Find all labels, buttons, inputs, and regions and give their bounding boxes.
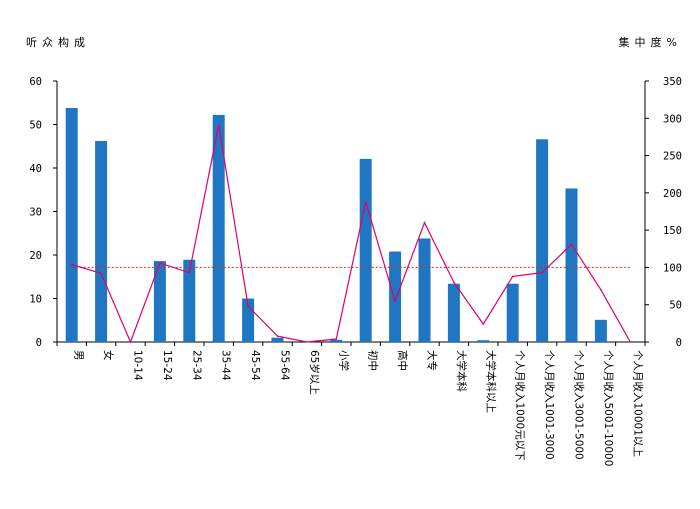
- category-label: 65岁以上: [308, 350, 321, 395]
- line-point: [247, 305, 249, 308]
- line-point: [188, 271, 191, 274]
- bar: [212, 114, 225, 343]
- category-label: 35-44: [220, 350, 232, 381]
- right-tick-label: 100: [663, 262, 682, 274]
- left-tick-label: 0: [36, 337, 42, 349]
- bar: [477, 340, 490, 342]
- bar: [153, 261, 166, 342]
- line-point: [423, 221, 426, 224]
- category-label: 个人月收入1000元以下: [514, 350, 527, 461]
- category-label: 大学本科以上: [484, 350, 497, 413]
- category-label: 大专: [426, 350, 439, 371]
- category-label: 高中: [396, 350, 409, 371]
- bar: [418, 238, 431, 342]
- line-point: [364, 201, 367, 203]
- line-point: [335, 338, 338, 340]
- line-point: [629, 341, 632, 343]
- bar: [536, 139, 549, 342]
- category-label: 25-34: [190, 350, 202, 381]
- bar: [359, 158, 372, 342]
- category-label: 55-64: [279, 350, 291, 381]
- category-label: 男: [73, 350, 85, 361]
- left-tick-label: 30: [29, 207, 42, 219]
- category-label: 小学: [337, 350, 350, 371]
- line-series: [70, 124, 632, 344]
- right-y-axis: 0 50 100 150 200 250 300 350: [644, 76, 682, 349]
- bar: [183, 259, 196, 342]
- left-tick-label: 60: [29, 76, 42, 88]
- category-label: 大学本科: [455, 350, 468, 392]
- line-point: [100, 272, 102, 275]
- right-tick-label: 200: [663, 188, 682, 200]
- left-axis-title: 听众构成: [26, 35, 90, 49]
- line-point: [217, 124, 220, 126]
- bar: [447, 283, 460, 342]
- right-tick-label: 0: [676, 337, 682, 349]
- line-point: [570, 243, 573, 246]
- line-point: [394, 300, 396, 302]
- category-label: 初中: [367, 350, 380, 371]
- category-label: 10-14: [132, 350, 144, 381]
- line-point: [306, 341, 308, 343]
- bar: [506, 283, 519, 342]
- line-point: [70, 263, 73, 266]
- line-point: [541, 271, 543, 274]
- left-tick-label: 50: [29, 120, 42, 132]
- bar: [594, 319, 607, 342]
- line-point: [511, 275, 514, 278]
- line-point: [482, 323, 485, 325]
- bar: [65, 107, 78, 342]
- bar: [271, 337, 284, 342]
- line-point: [159, 262, 161, 264]
- right-tick-label: 50: [669, 300, 682, 312]
- line-point: [129, 341, 132, 343]
- category-label: 女: [102, 350, 115, 361]
- category-label: 15-24: [161, 350, 173, 381]
- left-tick-label: 20: [29, 250, 42, 262]
- bar-series: [65, 107, 607, 343]
- line-point: [453, 281, 455, 284]
- category-label: 45-54: [249, 350, 261, 381]
- right-axis-title: 集中度%: [619, 35, 682, 49]
- category-labels: 男 女 10-14 15-24 25-34 35-44 45-54 55-64 65岁以上 小学初…: [73, 350, 645, 466]
- x-axis: [56, 341, 646, 346]
- category-label: 个人月收入5001-10000: [602, 350, 615, 466]
- right-tick-label: 150: [663, 225, 682, 237]
- bar: [565, 188, 578, 342]
- concentration-line: [71, 124, 631, 344]
- category-label: 个人月收入3001-5000: [573, 350, 586, 460]
- right-tick-label: 250: [663, 151, 682, 163]
- bar: [95, 141, 108, 342]
- left-tick-label: 40: [29, 163, 42, 175]
- bar: [389, 251, 402, 342]
- right-tick-label: 300: [663, 113, 682, 125]
- line-point: [276, 335, 279, 337]
- right-tick-label: 350: [663, 76, 682, 88]
- line-point: [600, 289, 602, 291]
- left-y-axis: 0 10 20 30 40 50 60: [29, 76, 58, 349]
- left-tick-label: 10: [29, 294, 42, 306]
- category-label: 个人月收入10001以上: [631, 350, 644, 457]
- category-label: 个人月收入1001-3000: [543, 350, 556, 460]
- bar: [330, 339, 343, 342]
